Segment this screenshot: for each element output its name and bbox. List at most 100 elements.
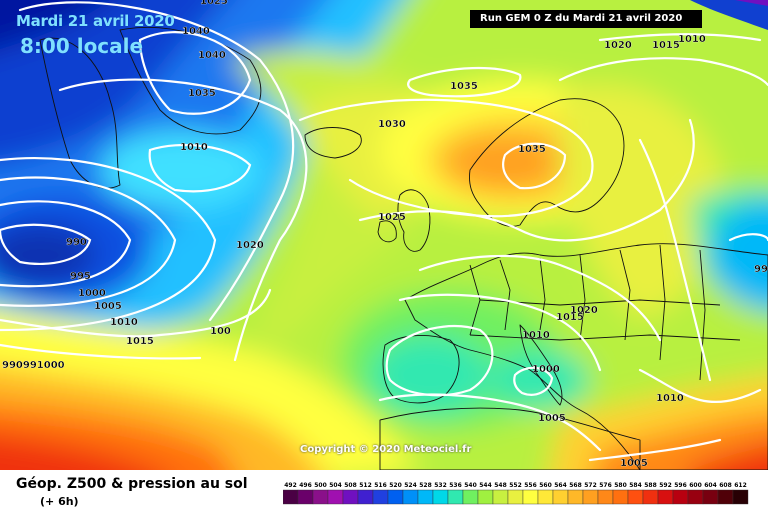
scale-swatch	[492, 489, 509, 505]
legend-subtitle: (+ 6h)	[40, 495, 79, 508]
scale-swatch	[387, 489, 404, 505]
scale-swatch	[462, 489, 479, 505]
isobar-label: 1000	[532, 364, 560, 375]
isobar-label: 1035	[188, 88, 216, 99]
scale-tick-label: 536	[449, 482, 462, 489]
scale-swatch	[567, 489, 584, 505]
isobar-label: 1035	[450, 81, 478, 92]
scale-tick-label: 552	[509, 482, 522, 489]
scale-swatch	[537, 489, 554, 505]
isobar-label: 1010	[180, 142, 208, 153]
isobar-label: 100	[210, 326, 231, 337]
isobar-label: 1030	[378, 119, 406, 130]
scale-tick-label: 540	[464, 482, 477, 489]
scale-tick-label: 532	[434, 482, 447, 489]
map-local-time: 8:00 locale	[20, 34, 144, 58]
scale-swatch	[522, 489, 539, 505]
isobar-label: 1005	[538, 413, 566, 424]
scale-tick-label: 588	[644, 482, 657, 489]
scale-swatch	[477, 489, 494, 505]
scale-tick-label: 564	[554, 482, 567, 489]
color-scale: 492 496 500 504 508 512 516 520 524 528 532 536 540 5…	[283, 482, 749, 505]
weather-map: 1025 1040 1040 1035 1035 1030 1035 1010 …	[0, 0, 768, 470]
scale-tick-label: 612	[734, 482, 747, 489]
scale-swatch	[447, 489, 464, 505]
scale-tick-label: 508	[344, 482, 357, 489]
scale-swatch	[642, 489, 659, 505]
scale-swatch	[417, 489, 434, 505]
isobar-label: 99	[754, 264, 768, 275]
scale-swatch	[687, 489, 704, 505]
scale-tick-label: 584	[629, 482, 642, 489]
scale-tick-label: 600	[689, 482, 702, 489]
isobar-label: 1010	[678, 34, 706, 45]
isobar-label: 1015	[652, 40, 680, 51]
isobar-label: 1020	[604, 40, 632, 51]
isobar-label: 1005	[94, 301, 122, 312]
scale-swatch	[297, 489, 314, 505]
northeast-low-area	[690, 0, 768, 30]
isobar-label: 1010	[522, 330, 550, 341]
isobar-label: 1005	[620, 458, 648, 469]
isobar-label: 1035	[518, 144, 546, 155]
scale-tick-label: 596	[674, 482, 687, 489]
scale-swatch	[283, 489, 299, 505]
scale-swatch	[627, 489, 644, 505]
scale-tick-label: 504	[329, 482, 342, 489]
isobar-label: 1000	[78, 288, 106, 299]
isobar-label: 1025	[200, 0, 228, 7]
run-label: Run GEM 0 Z du Mardi 21 avril 2020	[470, 10, 702, 28]
scale-swatch	[597, 489, 614, 505]
scale-tick-label: 520	[389, 482, 402, 489]
isobar-label: 995	[70, 271, 91, 282]
scale-tick-label: 512	[359, 482, 372, 489]
isobars	[0, 1, 768, 462]
scale-tick-label: 496	[299, 482, 312, 489]
scale-swatch	[342, 489, 359, 505]
isobar-label: 1010	[656, 393, 684, 404]
scale-tick-label: 576	[599, 482, 612, 489]
scale-tick-label: 556	[524, 482, 537, 489]
scale-tick-label: 528	[419, 482, 432, 489]
scale-swatch	[372, 489, 389, 505]
isobar-label: 1015	[556, 312, 584, 323]
isobar-label: 1020	[236, 240, 264, 251]
scale-tick-label: 560	[539, 482, 552, 489]
scale-tick-label: 492	[284, 482, 297, 489]
scale-tick-label: 500	[314, 482, 327, 489]
scale-swatch	[657, 489, 674, 505]
scale-tick-label: 608	[719, 482, 732, 489]
geopotential-field	[0, 0, 768, 470]
scale-swatch	[432, 489, 449, 505]
scale-swatch	[402, 489, 419, 505]
isobar-label: 1010	[110, 317, 138, 328]
isobar-label: 990	[66, 237, 87, 248]
map-date: Mardi 21 avril 2020	[16, 12, 175, 30]
isobar-label: 1025	[378, 212, 406, 223]
scale-tick-label: 516	[374, 482, 387, 489]
scale-tick-label: 592	[659, 482, 672, 489]
scale-swatch	[312, 489, 329, 505]
isobar-label: 1040	[182, 26, 210, 37]
scale-swatch	[552, 489, 569, 505]
scale-swatch	[612, 489, 629, 505]
scale-swatch	[672, 489, 689, 505]
isobar-label: 1015	[126, 336, 154, 347]
scale-swatch	[327, 489, 344, 505]
scale-tick-label: 572	[584, 482, 597, 489]
scale-swatch	[702, 489, 719, 505]
scale-tick-label: 548	[494, 482, 507, 489]
isobar-label: 1040	[198, 50, 226, 61]
scale-tick-label: 604	[704, 482, 717, 489]
legend-title: Géop. Z500 & pression au sol	[16, 476, 248, 492]
scale-swatch	[357, 489, 374, 505]
scale-swatch	[507, 489, 524, 505]
scale-swatch	[582, 489, 599, 505]
scale-tick-label: 524	[404, 482, 417, 489]
copyright-notice: Copyright © 2020 Meteociel.fr	[300, 444, 472, 455]
isobar-label: 1020	[570, 305, 598, 316]
scale-tick-label: 580	[614, 482, 627, 489]
isobar-labels: 1025 1040 1040 1035 1035 1030 1035 1010 …	[2, 0, 768, 469]
scale-swatch	[732, 489, 749, 505]
scale-swatch	[717, 489, 734, 505]
